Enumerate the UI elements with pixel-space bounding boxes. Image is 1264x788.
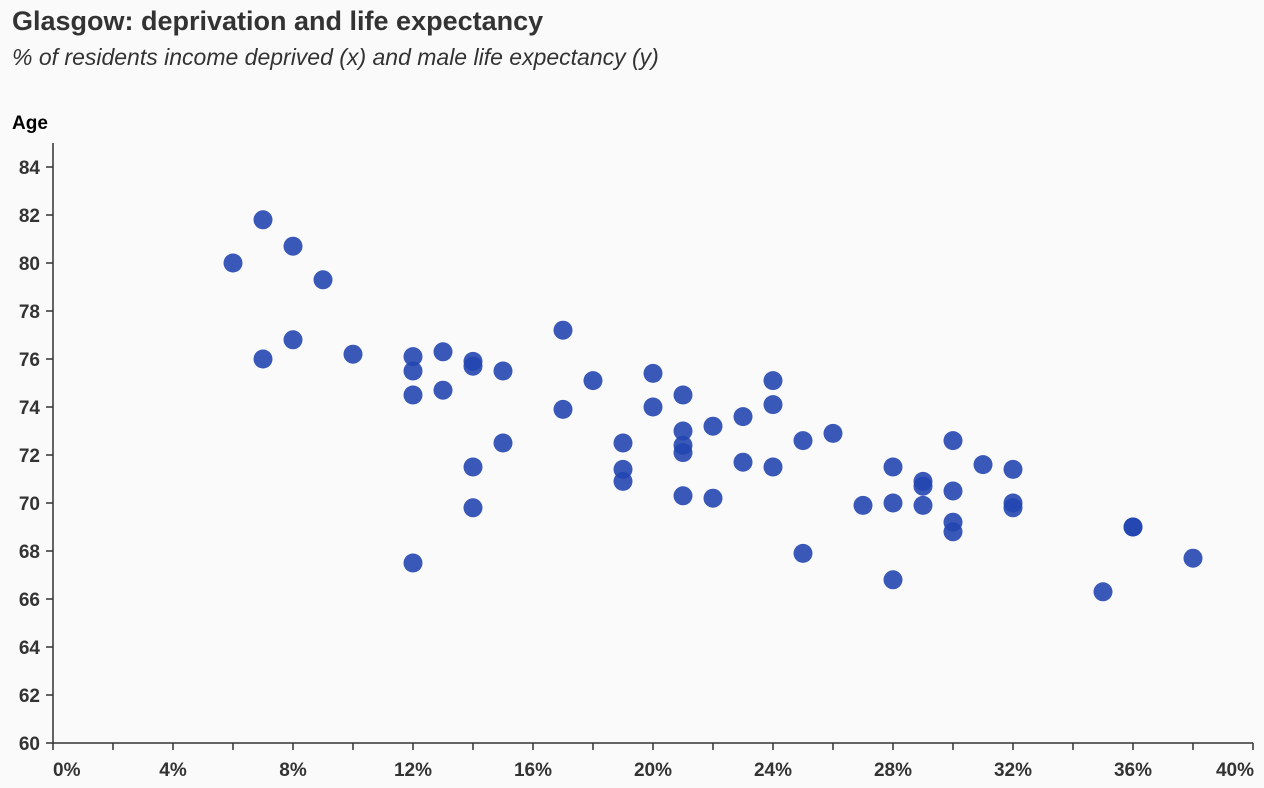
x-tick-label: 20% [634,760,672,781]
data-point [943,481,963,501]
data-point [1123,517,1143,537]
data-point [493,361,513,381]
y-tick-label: 76 [19,350,40,371]
y-tick-label: 70 [19,494,40,515]
data-points [223,210,1203,602]
x-tick-label: 32% [994,760,1032,781]
data-point [733,452,753,472]
x-tick-label: 8% [279,760,307,781]
data-point [913,495,933,515]
x-tick-label: 4% [159,760,187,781]
y-tick-label: 80 [19,254,40,275]
data-point [823,423,843,443]
data-point [463,457,483,477]
data-point [403,385,423,405]
x-axis: 0% 4% 8% 12% 16% 20% 24% 28% 32% 36% 40% [52,742,1254,781]
data-point [733,407,753,427]
data-point [1093,582,1113,602]
y-tick-label: 64 [19,638,41,659]
y-tick-label: 60 [19,734,40,755]
data-point [883,493,903,513]
data-point [883,457,903,477]
data-point [283,236,303,256]
data-point [253,349,273,369]
y-axis: 60 62 64 66 68 70 72 74 76 78 80 82 84 [19,143,54,755]
data-point [583,371,603,391]
data-point [433,342,453,362]
y-axis-label: Age [12,113,48,134]
data-point [763,395,783,415]
data-point [793,431,813,451]
y-tick-label: 82 [19,206,40,227]
x-tick-label: 28% [874,760,912,781]
data-point [343,344,363,364]
data-point [613,471,633,491]
y-tick-label: 84 [19,158,41,179]
data-point [883,570,903,590]
data-point [553,399,573,419]
data-point [673,421,693,441]
x-tick-label: 12% [394,760,432,781]
x-tick-label: 16% [514,760,552,781]
chart-title: Glasgow: deprivation and life expectancy [12,6,544,36]
data-point [673,443,693,463]
y-tick-label: 78 [19,302,40,323]
data-point [403,361,423,381]
data-point [253,210,273,230]
data-point [643,397,663,417]
data-point [283,330,303,350]
data-point [943,522,963,542]
data-point [793,543,813,563]
data-point [463,498,483,518]
y-tick-label: 68 [19,542,40,563]
data-point [853,495,873,515]
y-tick-label: 74 [19,398,41,419]
data-point [943,431,963,451]
data-point [703,488,723,508]
x-tick-label: 24% [754,760,792,781]
data-point [673,385,693,405]
data-point [493,433,513,453]
data-point [463,356,483,376]
data-point [973,455,993,475]
data-point [433,380,453,400]
y-tick-label: 62 [19,686,40,707]
data-point [1183,548,1203,568]
data-point [1003,459,1023,479]
data-point [613,433,633,453]
data-point [703,416,723,436]
chart-subtitle: % of residents income deprived (x) and m… [12,44,659,70]
y-tick-label: 72 [19,446,40,467]
x-tick-label: 40% [1216,760,1254,781]
data-point [673,486,693,506]
data-point [403,553,423,573]
x-tick-label: 36% [1114,760,1152,781]
y-tick-label: 66 [19,590,40,611]
data-point [553,320,573,340]
data-point [223,253,243,273]
data-point [763,371,783,391]
data-point [913,476,933,496]
data-point [313,270,333,290]
data-point [1003,498,1023,518]
data-point [403,347,423,367]
data-point [643,363,663,383]
x-tick-label: 0% [53,760,81,781]
data-point [763,457,783,477]
